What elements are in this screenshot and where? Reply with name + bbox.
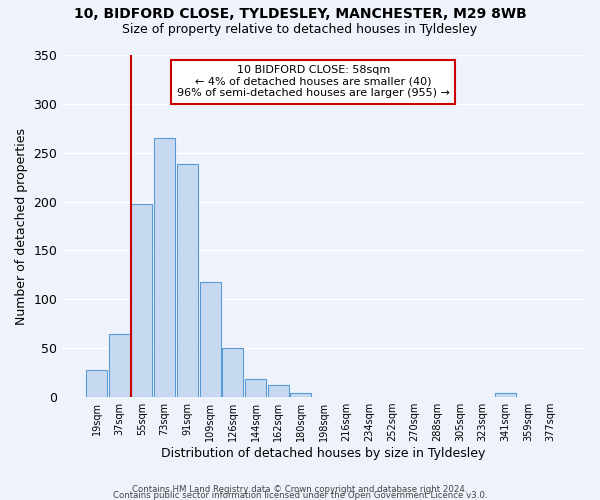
Text: Size of property relative to detached houses in Tyldesley: Size of property relative to detached ho…	[122, 22, 478, 36]
Bar	[200, 282, 221, 397]
Bar	[177, 164, 198, 397]
Text: 10 BIDFORD CLOSE: 58sqm
← 4% of detached houses are smaller (40)
96% of semi-det: 10 BIDFORD CLOSE: 58sqm ← 4% of detached…	[177, 66, 449, 98]
Text: Contains public sector information licensed under the Open Government Licence v3: Contains public sector information licen…	[113, 490, 487, 500]
Text: Contains HM Land Registry data © Crown copyright and database right 2024.: Contains HM Land Registry data © Crown c…	[132, 484, 468, 494]
Bar	[109, 334, 130, 397]
Bar	[223, 348, 243, 397]
Bar	[86, 370, 107, 397]
Bar	[495, 393, 516, 397]
Bar	[268, 386, 289, 397]
Bar	[245, 378, 266, 397]
Bar	[154, 138, 175, 397]
X-axis label: Distribution of detached houses by size in Tyldesley: Distribution of detached houses by size …	[161, 447, 486, 460]
Bar	[131, 204, 152, 397]
Text: 10, BIDFORD CLOSE, TYLDESLEY, MANCHESTER, M29 8WB: 10, BIDFORD CLOSE, TYLDESLEY, MANCHESTER…	[74, 8, 526, 22]
Y-axis label: Number of detached properties: Number of detached properties	[15, 128, 28, 324]
Bar	[290, 393, 311, 397]
